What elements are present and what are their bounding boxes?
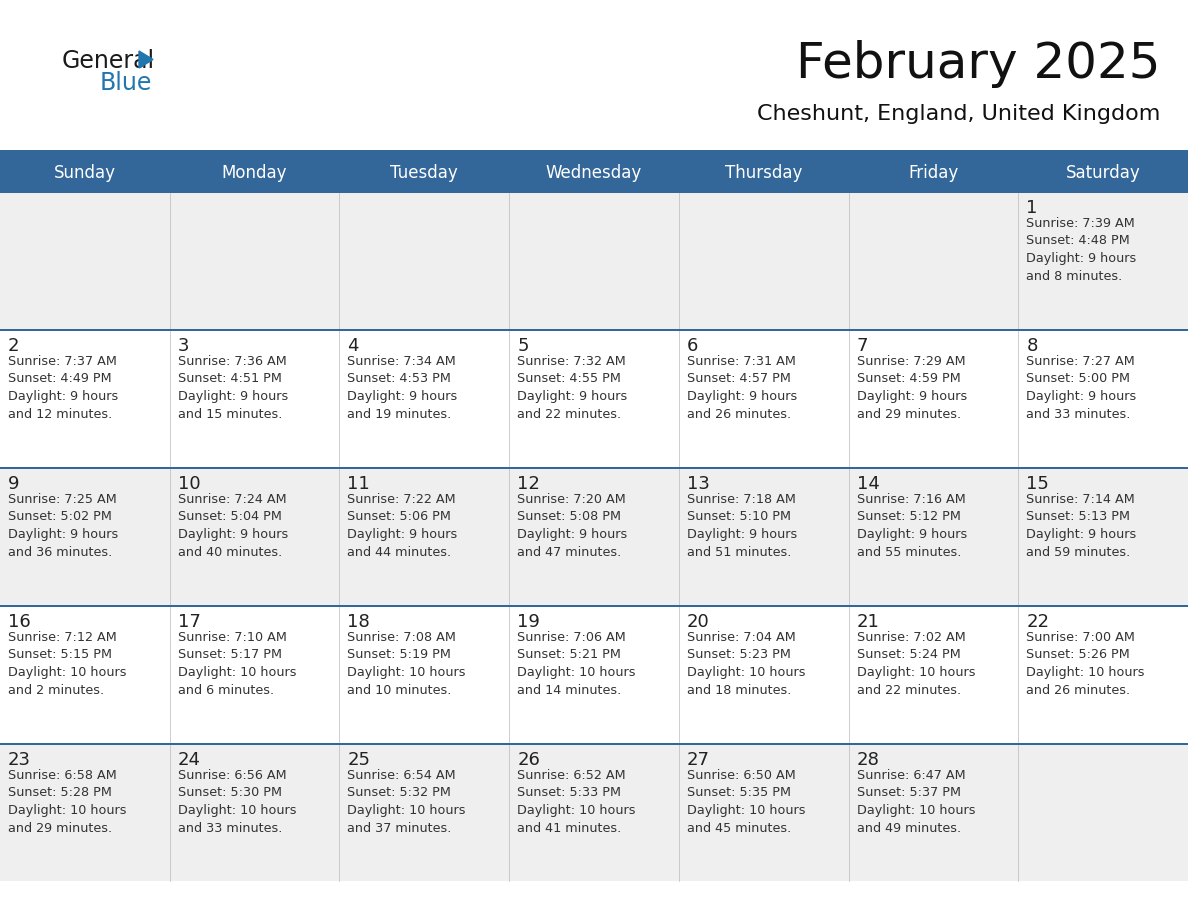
Bar [0,743,1188,745]
Text: Sunrise: 7:20 AM
Sunset: 5:08 PM
Daylight: 9 hours
and 47 minutes.: Sunrise: 7:20 AM Sunset: 5:08 PM Dayligh… [517,493,627,558]
Text: Wednesday: Wednesday [545,164,642,182]
Polygon shape [139,51,153,68]
Bar [0,155,1188,191]
Text: 28: 28 [857,751,879,769]
Text: Sunrise: 7:04 AM
Sunset: 5:23 PM
Daylight: 10 hours
and 18 minutes.: Sunrise: 7:04 AM Sunset: 5:23 PM Dayligh… [687,631,805,697]
Text: Sunrise: 6:47 AM
Sunset: 5:37 PM
Daylight: 10 hours
and 49 minutes.: Sunrise: 6:47 AM Sunset: 5:37 PM Dayligh… [857,769,975,834]
Text: Sunrise: 6:56 AM
Sunset: 5:30 PM
Daylight: 10 hours
and 33 minutes.: Sunrise: 6:56 AM Sunset: 5:30 PM Dayligh… [178,769,296,834]
Bar [0,150,1188,155]
Text: 17: 17 [178,613,201,631]
Text: Sunrise: 7:29 AM
Sunset: 4:59 PM
Daylight: 9 hours
and 29 minutes.: Sunrise: 7:29 AM Sunset: 4:59 PM Dayligh… [857,355,967,420]
Text: 3: 3 [178,337,189,355]
Text: Sunrise: 7:08 AM
Sunset: 5:19 PM
Daylight: 10 hours
and 10 minutes.: Sunrise: 7:08 AM Sunset: 5:19 PM Dayligh… [347,631,466,697]
Text: 1: 1 [1026,199,1037,217]
Text: Sunrise: 6:50 AM
Sunset: 5:35 PM
Daylight: 10 hours
and 45 minutes.: Sunrise: 6:50 AM Sunset: 5:35 PM Dayligh… [687,769,805,834]
Text: 14: 14 [857,475,879,493]
Bar [0,467,1188,469]
Bar [0,329,1188,467]
Text: 20: 20 [687,613,709,631]
Text: 8: 8 [1026,337,1037,355]
Text: February 2025: February 2025 [796,40,1159,88]
Text: 2: 2 [8,337,19,355]
Text: 19: 19 [517,613,541,631]
Text: 5: 5 [517,337,529,355]
Text: Cheshunt, England, United Kingdom: Cheshunt, England, United Kingdom [757,104,1159,124]
Bar [0,191,1188,193]
Text: Sunrise: 7:24 AM
Sunset: 5:04 PM
Daylight: 9 hours
and 40 minutes.: Sunrise: 7:24 AM Sunset: 5:04 PM Dayligh… [178,493,287,558]
Text: Saturday: Saturday [1066,164,1140,182]
Bar [0,467,1188,605]
Text: Sunrise: 7:32 AM
Sunset: 4:55 PM
Daylight: 9 hours
and 22 minutes.: Sunrise: 7:32 AM Sunset: 4:55 PM Dayligh… [517,355,627,420]
Text: 22: 22 [1026,613,1049,631]
Text: Sunrise: 7:10 AM
Sunset: 5:17 PM
Daylight: 10 hours
and 6 minutes.: Sunrise: 7:10 AM Sunset: 5:17 PM Dayligh… [178,631,296,697]
Bar [0,329,1188,331]
Text: Sunrise: 7:18 AM
Sunset: 5:10 PM
Daylight: 9 hours
and 51 minutes.: Sunrise: 7:18 AM Sunset: 5:10 PM Dayligh… [687,493,797,558]
Text: General: General [62,49,156,73]
Text: Sunrise: 7:25 AM
Sunset: 5:02 PM
Daylight: 9 hours
and 36 minutes.: Sunrise: 7:25 AM Sunset: 5:02 PM Dayligh… [8,493,119,558]
Bar [0,605,1188,743]
Text: 4: 4 [347,337,359,355]
Text: 6: 6 [687,337,699,355]
Text: Tuesday: Tuesday [391,164,459,182]
Bar [0,743,1188,881]
Text: Sunrise: 7:16 AM
Sunset: 5:12 PM
Daylight: 9 hours
and 55 minutes.: Sunrise: 7:16 AM Sunset: 5:12 PM Dayligh… [857,493,967,558]
Text: Friday: Friday [909,164,959,182]
Text: 21: 21 [857,613,879,631]
Text: Sunrise: 7:39 AM
Sunset: 4:48 PM
Daylight: 9 hours
and 8 minutes.: Sunrise: 7:39 AM Sunset: 4:48 PM Dayligh… [1026,217,1137,283]
Text: Blue: Blue [100,71,152,95]
Text: Sunrise: 6:52 AM
Sunset: 5:33 PM
Daylight: 10 hours
and 41 minutes.: Sunrise: 6:52 AM Sunset: 5:33 PM Dayligh… [517,769,636,834]
Text: 15: 15 [1026,475,1049,493]
Text: 13: 13 [687,475,709,493]
Text: 10: 10 [178,475,201,493]
Text: Sunrise: 7:36 AM
Sunset: 4:51 PM
Daylight: 9 hours
and 15 minutes.: Sunrise: 7:36 AM Sunset: 4:51 PM Dayligh… [178,355,287,420]
Text: Sunrise: 7:34 AM
Sunset: 4:53 PM
Daylight: 9 hours
and 19 minutes.: Sunrise: 7:34 AM Sunset: 4:53 PM Dayligh… [347,355,457,420]
Text: Sunrise: 7:12 AM
Sunset: 5:15 PM
Daylight: 10 hours
and 2 minutes.: Sunrise: 7:12 AM Sunset: 5:15 PM Dayligh… [8,631,126,697]
Text: Sunday: Sunday [53,164,116,182]
Text: 12: 12 [517,475,541,493]
Text: Sunrise: 7:37 AM
Sunset: 4:49 PM
Daylight: 9 hours
and 12 minutes.: Sunrise: 7:37 AM Sunset: 4:49 PM Dayligh… [8,355,119,420]
Text: Sunrise: 7:14 AM
Sunset: 5:13 PM
Daylight: 9 hours
and 59 minutes.: Sunrise: 7:14 AM Sunset: 5:13 PM Dayligh… [1026,493,1137,558]
Text: Sunrise: 6:54 AM
Sunset: 5:32 PM
Daylight: 10 hours
and 37 minutes.: Sunrise: 6:54 AM Sunset: 5:32 PM Dayligh… [347,769,466,834]
Text: Sunrise: 7:02 AM
Sunset: 5:24 PM
Daylight: 10 hours
and 22 minutes.: Sunrise: 7:02 AM Sunset: 5:24 PM Dayligh… [857,631,975,697]
Text: Sunrise: 7:00 AM
Sunset: 5:26 PM
Daylight: 10 hours
and 26 minutes.: Sunrise: 7:00 AM Sunset: 5:26 PM Dayligh… [1026,631,1145,697]
Text: Sunrise: 6:58 AM
Sunset: 5:28 PM
Daylight: 10 hours
and 29 minutes.: Sunrise: 6:58 AM Sunset: 5:28 PM Dayligh… [8,769,126,834]
Text: Sunrise: 7:27 AM
Sunset: 5:00 PM
Daylight: 9 hours
and 33 minutes.: Sunrise: 7:27 AM Sunset: 5:00 PM Dayligh… [1026,355,1137,420]
Text: Thursday: Thursday [725,164,802,182]
Text: 24: 24 [178,751,201,769]
Text: 16: 16 [8,613,31,631]
Text: Sunrise: 7:22 AM
Sunset: 5:06 PM
Daylight: 9 hours
and 44 minutes.: Sunrise: 7:22 AM Sunset: 5:06 PM Dayligh… [347,493,457,558]
Text: 25: 25 [347,751,371,769]
Text: 9: 9 [8,475,19,493]
Text: Monday: Monday [222,164,287,182]
Bar [0,605,1188,607]
Text: 23: 23 [8,751,31,769]
Bar [0,191,1188,329]
Text: 7: 7 [857,337,868,355]
Text: Sunrise: 7:06 AM
Sunset: 5:21 PM
Daylight: 10 hours
and 14 minutes.: Sunrise: 7:06 AM Sunset: 5:21 PM Dayligh… [517,631,636,697]
Text: 26: 26 [517,751,541,769]
Text: 18: 18 [347,613,371,631]
Text: 27: 27 [687,751,710,769]
Text: Sunrise: 7:31 AM
Sunset: 4:57 PM
Daylight: 9 hours
and 26 minutes.: Sunrise: 7:31 AM Sunset: 4:57 PM Dayligh… [687,355,797,420]
Text: 11: 11 [347,475,371,493]
